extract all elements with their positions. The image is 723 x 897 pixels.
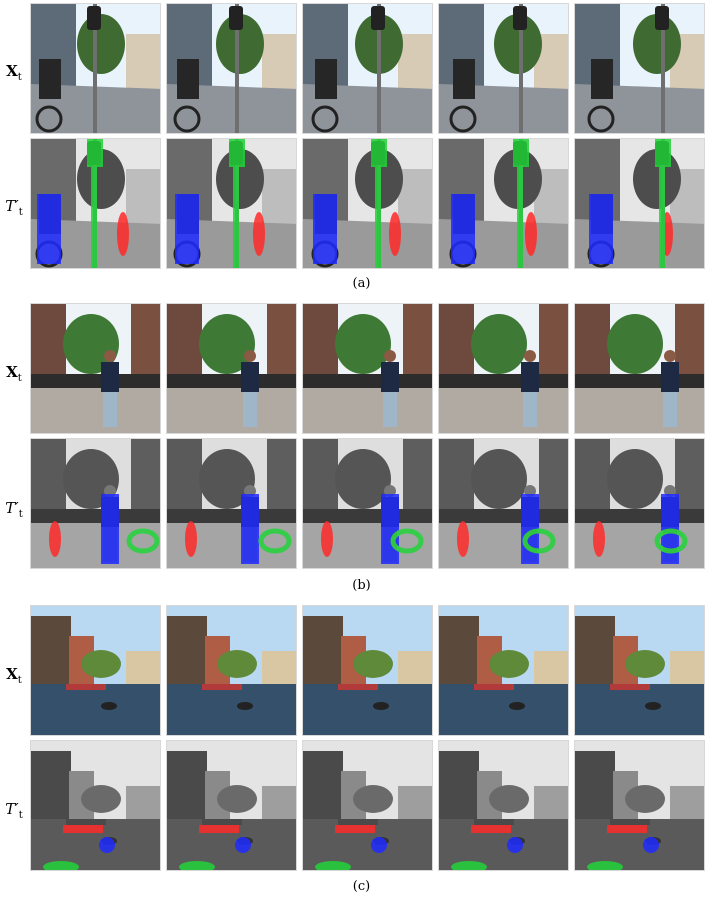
row-label-sub: t <box>17 72 22 83</box>
output-map-pedestrian-street-5 <box>574 438 705 569</box>
attention-overlay-image <box>167 139 296 268</box>
output-map-pedestrian-street-1 <box>30 438 161 569</box>
output-map-pedestrian-street-4 <box>438 438 569 569</box>
video-frame-image <box>303 304 432 433</box>
attention-overlay-image <box>575 439 704 568</box>
attention-overlay-image <box>303 439 432 568</box>
input-frame-canal-2 <box>166 605 297 736</box>
input-frame-pedestrian-street-5 <box>574 303 705 434</box>
input-frame-street-5 <box>574 3 705 134</box>
row-label-main: X <box>6 62 18 80</box>
output-map-street-1 <box>30 138 161 269</box>
row-label-sub: t <box>17 373 22 384</box>
attention-overlay-image <box>167 741 296 870</box>
row-label-output-maps: T′t <box>0 499 28 520</box>
output-map-pedestrian-street-2 <box>166 438 297 569</box>
row-label-sub: t <box>18 509 23 520</box>
input-frame-canal-5 <box>574 605 705 736</box>
attention-overlay-image <box>31 741 160 870</box>
video-frame-image <box>575 304 704 433</box>
video-frame-image <box>31 606 160 735</box>
output-map-pedestrian-street-3 <box>302 438 433 569</box>
output-map-canal-1 <box>30 740 161 871</box>
attention-overlay-image <box>575 139 704 268</box>
output-map-street-2 <box>166 138 297 269</box>
attention-overlay-image <box>167 439 296 568</box>
video-frame-image <box>439 304 568 433</box>
video-frame-image <box>303 4 432 133</box>
video-frame-image <box>439 606 568 735</box>
video-frame-image <box>303 606 432 735</box>
row-label-main: X <box>6 665 18 683</box>
input-frame-pedestrian-street-2 <box>166 303 297 434</box>
video-frame-image <box>31 304 160 433</box>
row-label-sub: t <box>17 675 22 686</box>
attention-overlay-image <box>303 139 432 268</box>
caption-a: (a) <box>352 276 371 291</box>
attention-overlay-image <box>439 741 568 870</box>
row-label-input-frames: Xt <box>0 62 28 83</box>
video-frame-image <box>167 304 296 433</box>
input-frame-street-4 <box>438 3 569 134</box>
input-frame-street-1 <box>30 3 161 134</box>
video-frame-image <box>167 606 296 735</box>
video-frame-image <box>167 4 296 133</box>
attention-overlay-image <box>31 439 160 568</box>
attention-overlay-image <box>439 139 568 268</box>
caption-c: (c) <box>352 879 371 894</box>
row-label-sub: t <box>18 810 23 821</box>
row-label-main: T′ <box>5 197 19 215</box>
row-label-output-maps: T′t <box>0 197 28 218</box>
output-map-canal-2 <box>166 740 297 871</box>
row-label-output-maps: T′t <box>0 800 28 821</box>
input-frame-canal-3 <box>302 605 433 736</box>
row-label-main: T′ <box>5 800 19 818</box>
output-map-canal-4 <box>438 740 569 871</box>
video-frame-image <box>31 4 160 133</box>
output-map-canal-3 <box>302 740 433 871</box>
input-frame-street-3 <box>302 3 433 134</box>
row-label-input-frames: Xt <box>0 665 28 686</box>
attention-overlay-image <box>303 741 432 870</box>
input-frame-street-2 <box>166 3 297 134</box>
video-frame-image <box>575 4 704 133</box>
attention-overlay-image <box>439 439 568 568</box>
output-map-street-5 <box>574 138 705 269</box>
attention-overlay-image <box>575 741 704 870</box>
row-label-sub: t <box>18 207 23 218</box>
input-frame-canal-1 <box>30 605 161 736</box>
row-label-main: X <box>6 363 18 381</box>
row-label-main: T′ <box>5 499 19 517</box>
row-label-input-frames: Xt <box>0 363 28 384</box>
caption-b: (b) <box>352 578 371 593</box>
attention-overlay-image <box>31 139 160 268</box>
input-frame-pedestrian-street-1 <box>30 303 161 434</box>
output-map-street-3 <box>302 138 433 269</box>
input-frame-canal-4 <box>438 605 569 736</box>
video-frame-image <box>575 606 704 735</box>
video-frame-image <box>439 4 568 133</box>
input-frame-pedestrian-street-4 <box>438 303 569 434</box>
input-frame-pedestrian-street-3 <box>302 303 433 434</box>
output-map-street-4 <box>438 138 569 269</box>
output-map-canal-5 <box>574 740 705 871</box>
